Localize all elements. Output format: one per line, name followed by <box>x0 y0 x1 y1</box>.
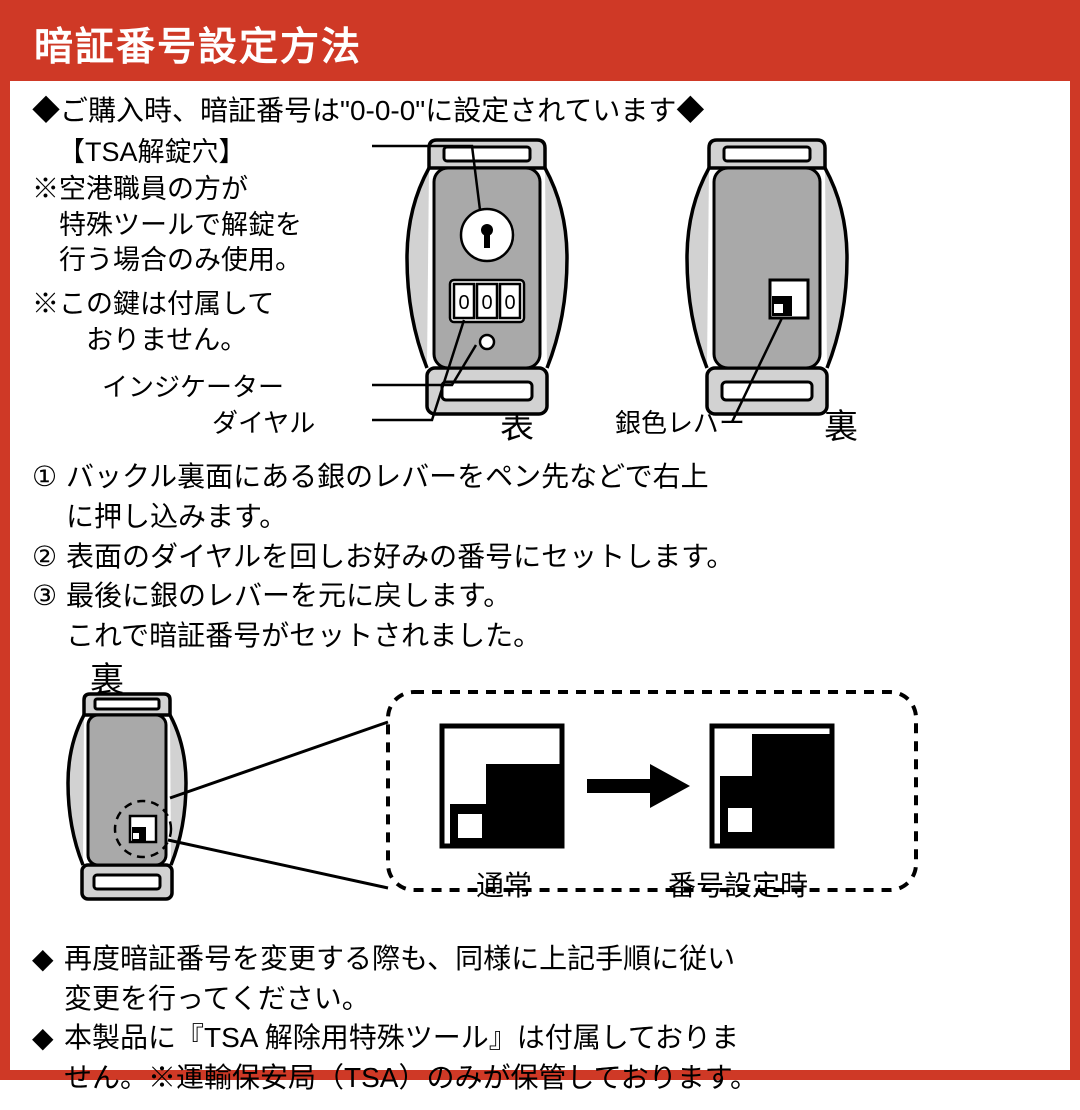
f1b: 変更を行ってください。 <box>32 979 1048 1019</box>
note1-l2: 特殊ツールで解錠を <box>32 210 302 240</box>
steps-list: ①バックル裏面にある銀のレバーをペン先などで右上 に押し込みます。 ②表面のダイ… <box>32 457 1048 656</box>
dial-label: ダイヤル <box>212 406 315 440</box>
note2-l2: おりません。 <box>32 325 247 355</box>
document-frame: 暗証番号設定方法 ◆ご購入時、暗証番号は"0-0-0"に設定されています◆ 【T… <box>0 0 1080 1080</box>
step-num-3: ③ <box>32 576 66 616</box>
step1-a: バックル裏面にある銀のレバーをペン先などで右上 <box>66 457 709 497</box>
indicator-label: インジケーター <box>102 370 284 404</box>
content-area: ◆ご購入時、暗証番号は"0-0-0"に設定されています◆ 【TSA解錠穴】 ※空… <box>10 81 1070 1110</box>
svg-text:0: 0 <box>481 292 492 314</box>
diamond-mark-2: ◆ <box>32 1018 64 1058</box>
title-text: 暗証番号設定方法 <box>34 26 362 69</box>
callout-box <box>382 686 922 896</box>
step-num-1: ① <box>32 457 66 497</box>
step1-b: に押し込みます。 <box>32 497 1048 537</box>
buckle-front-icon: 0 0 0 <box>372 130 602 440</box>
lever-diagram: 裏 通常 番号設定時 <box>32 658 1048 933</box>
step3-b: これで暗証番号がセットされました。 <box>32 616 1048 656</box>
svg-text:0: 0 <box>458 292 469 314</box>
title-bar: 暗証番号設定方法 <box>10 10 1070 81</box>
leader-lines <box>142 718 402 898</box>
intro-text: ◆ご購入時、暗証番号は"0-0-0"に設定されています◆ <box>32 89 1048 129</box>
step-3: ③最後に銀のレバーを元に戻します。 <box>32 576 1048 616</box>
step-1: ①バックル裏面にある銀のレバーをペン先などで右上 <box>32 457 1048 497</box>
note1-l1: ※空港職員の方が <box>32 174 248 204</box>
f2a: 本製品に『TSA 解除用特殊ツール』は付属しておりま <box>64 1018 739 1058</box>
top-diagram: 【TSA解錠穴】 ※空港職員の方が 特殊ツールで解錠を 行う場合のみ使用。 ※こ… <box>32 135 1048 455</box>
note1-l3: 行う場合のみ使用。 <box>32 245 302 275</box>
footnote-1: ◆再度暗証番号を変更する際も、同様に上記手順に従い <box>32 939 1048 979</box>
footer-notes: ◆再度暗証番号を変更する際も、同様に上記手順に従い 変更を行ってください。 ◆本… <box>32 939 1048 1098</box>
step2-a: 表面のダイヤルを回しお好みの番号にセットします。 <box>66 537 734 577</box>
note-airport: ※空港職員の方が 特殊ツールで解錠を 行う場合のみ使用。 <box>32 172 302 279</box>
f1a: 再度暗証番号を変更する際も、同様に上記手順に従い <box>64 939 735 979</box>
f2b: せん。※運輸保安局（TSA）のみが保管しております。 <box>32 1058 1048 1098</box>
tsa-label: 【TSA解錠穴】 <box>58 135 246 171</box>
buckle-back-icon <box>652 130 882 440</box>
step3-a: 最後に銀のレバーを元に戻します。 <box>66 576 511 616</box>
step-num-2: ② <box>32 537 66 577</box>
diamond-mark: ◆ <box>32 939 64 979</box>
svg-text:0: 0 <box>504 292 515 314</box>
note2-l1: ※この鍵は付属して <box>32 289 274 319</box>
step-2: ②表面のダイヤルを回しお好みの番号にセットします。 <box>32 537 1048 577</box>
note-key: ※この鍵は付属して おりません。 <box>32 287 274 358</box>
footnote-2: ◆本製品に『TSA 解除用特殊ツール』は付属しておりま <box>32 1018 1048 1058</box>
